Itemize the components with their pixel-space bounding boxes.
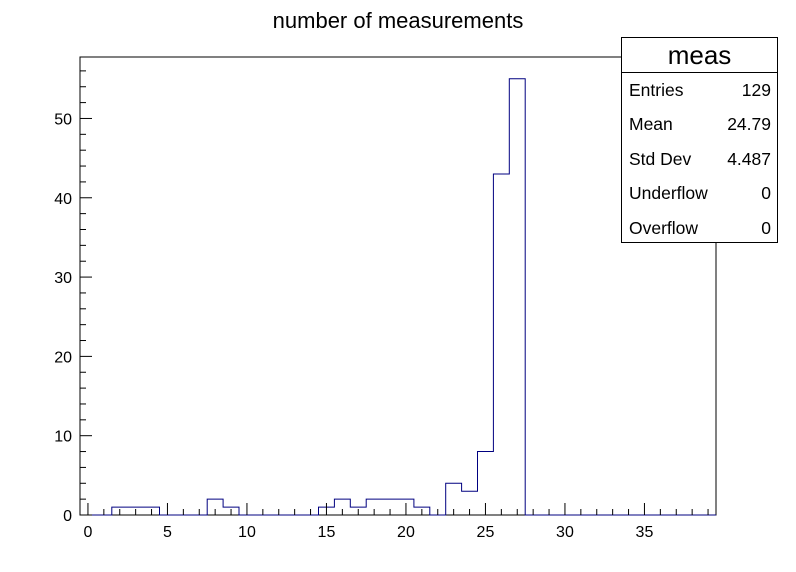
y-tick-label: 40 bbox=[54, 191, 72, 208]
chart-title: number of measurements bbox=[272, 8, 524, 33]
stats-value: 0 bbox=[761, 217, 771, 238]
stats-row-entries: Entries 129 bbox=[622, 73, 777, 107]
x-tick-label: 0 bbox=[83, 524, 92, 541]
x-tick-label: 10 bbox=[238, 524, 256, 541]
x-tick-label: 35 bbox=[636, 524, 654, 541]
y-tick-label: 10 bbox=[54, 429, 72, 446]
y-axis: 0 10 20 30 40 50 bbox=[54, 70, 92, 525]
y-tick-label: 30 bbox=[54, 270, 72, 287]
stats-label: Entries bbox=[629, 80, 684, 100]
histogram-bin bbox=[509, 79, 525, 515]
stats-label: Mean bbox=[629, 114, 673, 135]
stats-value: 0 bbox=[761, 183, 771, 204]
stats-label: Underflow bbox=[629, 183, 708, 204]
stats-label: Overflow bbox=[629, 217, 699, 238]
x-tick-label: 20 bbox=[397, 524, 415, 541]
stats-box-title: meas bbox=[622, 38, 777, 73]
stats-row-stddev: Std Dev 4.487 bbox=[622, 142, 777, 176]
stats-value: 4.487 bbox=[727, 148, 771, 169]
histogram-bin bbox=[493, 174, 509, 515]
x-tick-label: 30 bbox=[556, 524, 574, 541]
x-axis: 0 5 10 15 20 25 30 35 bbox=[83, 503, 709, 541]
stats-box: meas Entries 129 Mean 24.79 Std Dev 4.48… bbox=[621, 37, 778, 243]
y-tick-label: 50 bbox=[54, 111, 72, 128]
stats-row-underflow: Underflow 0 bbox=[622, 176, 777, 210]
plot-frame bbox=[79, 56, 717, 516]
plot-frame-rect bbox=[79, 56, 717, 516]
x-tick-label: 15 bbox=[318, 524, 336, 541]
y-tick-label: 0 bbox=[63, 508, 72, 525]
x-tick-label: 5 bbox=[163, 524, 172, 541]
x-tick-label: 25 bbox=[477, 524, 495, 541]
stats-label: Std Dev bbox=[629, 148, 692, 169]
stats-row-overflow: Overflow 0 bbox=[622, 211, 777, 245]
stats-row-mean: Mean 24.79 bbox=[622, 107, 777, 141]
stats-value: 129 bbox=[741, 80, 771, 100]
stats-value: 24.79 bbox=[727, 114, 771, 135]
y-tick-label: 20 bbox=[54, 349, 72, 366]
